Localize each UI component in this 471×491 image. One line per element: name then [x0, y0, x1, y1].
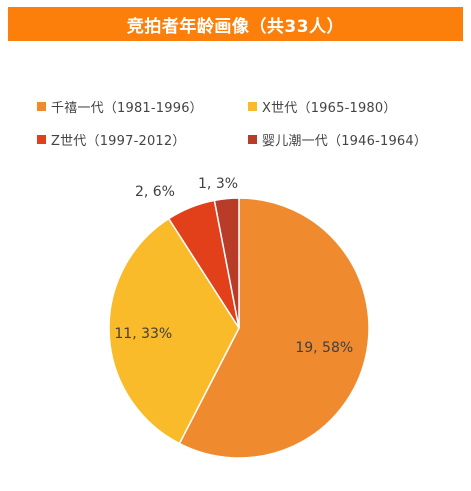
legend-swatch-gen-z [37, 134, 46, 144]
legend-item-gen-z: Z世代（1997-2012） [37, 128, 186, 150]
data-label-millennials: 19, 58% [295, 340, 353, 356]
legend-item-gen-x: X世代（1965-1980） [248, 95, 397, 117]
chart-title: 竞拍者年龄画像（共33人） [126, 16, 345, 37]
legend-swatch-millennials [37, 101, 46, 111]
data-label-gen-z: 2, 6% [135, 184, 175, 200]
legend-swatch-baby-boomers [248, 134, 257, 144]
pie-slice-gen-x [108, 217, 240, 445]
data-label-gen-x: 11, 33% [114, 326, 172, 342]
legend-item-baby-boomers: 婴儿潮一代（1946-1964） [248, 128, 427, 150]
legend-label-millennials: 千禧一代（1981-1996） [51, 100, 203, 116]
pie-slice-baby-boomers [213, 197, 240, 329]
legend-swatch-gen-x [248, 101, 257, 111]
data-label-baby-boomers: 1, 3% [198, 176, 238, 192]
chart-title-bar: 竞拍者年龄画像（共33人） [8, 7, 463, 41]
pie-slice-millennials [178, 197, 370, 459]
legend-item-millennials: 千禧一代（1981-1996） [37, 95, 203, 117]
legend-label-gen-z: Z世代（1997-2012） [51, 133, 186, 149]
chart-legend: 千禧一代（1981-1996） X世代（1965-1980） Z世代（1997-… [37, 95, 457, 155]
legend-label-gen-x: X世代（1965-1980） [262, 100, 397, 116]
legend-label-baby-boomers: 婴儿潮一代（1946-1964） [262, 133, 428, 149]
